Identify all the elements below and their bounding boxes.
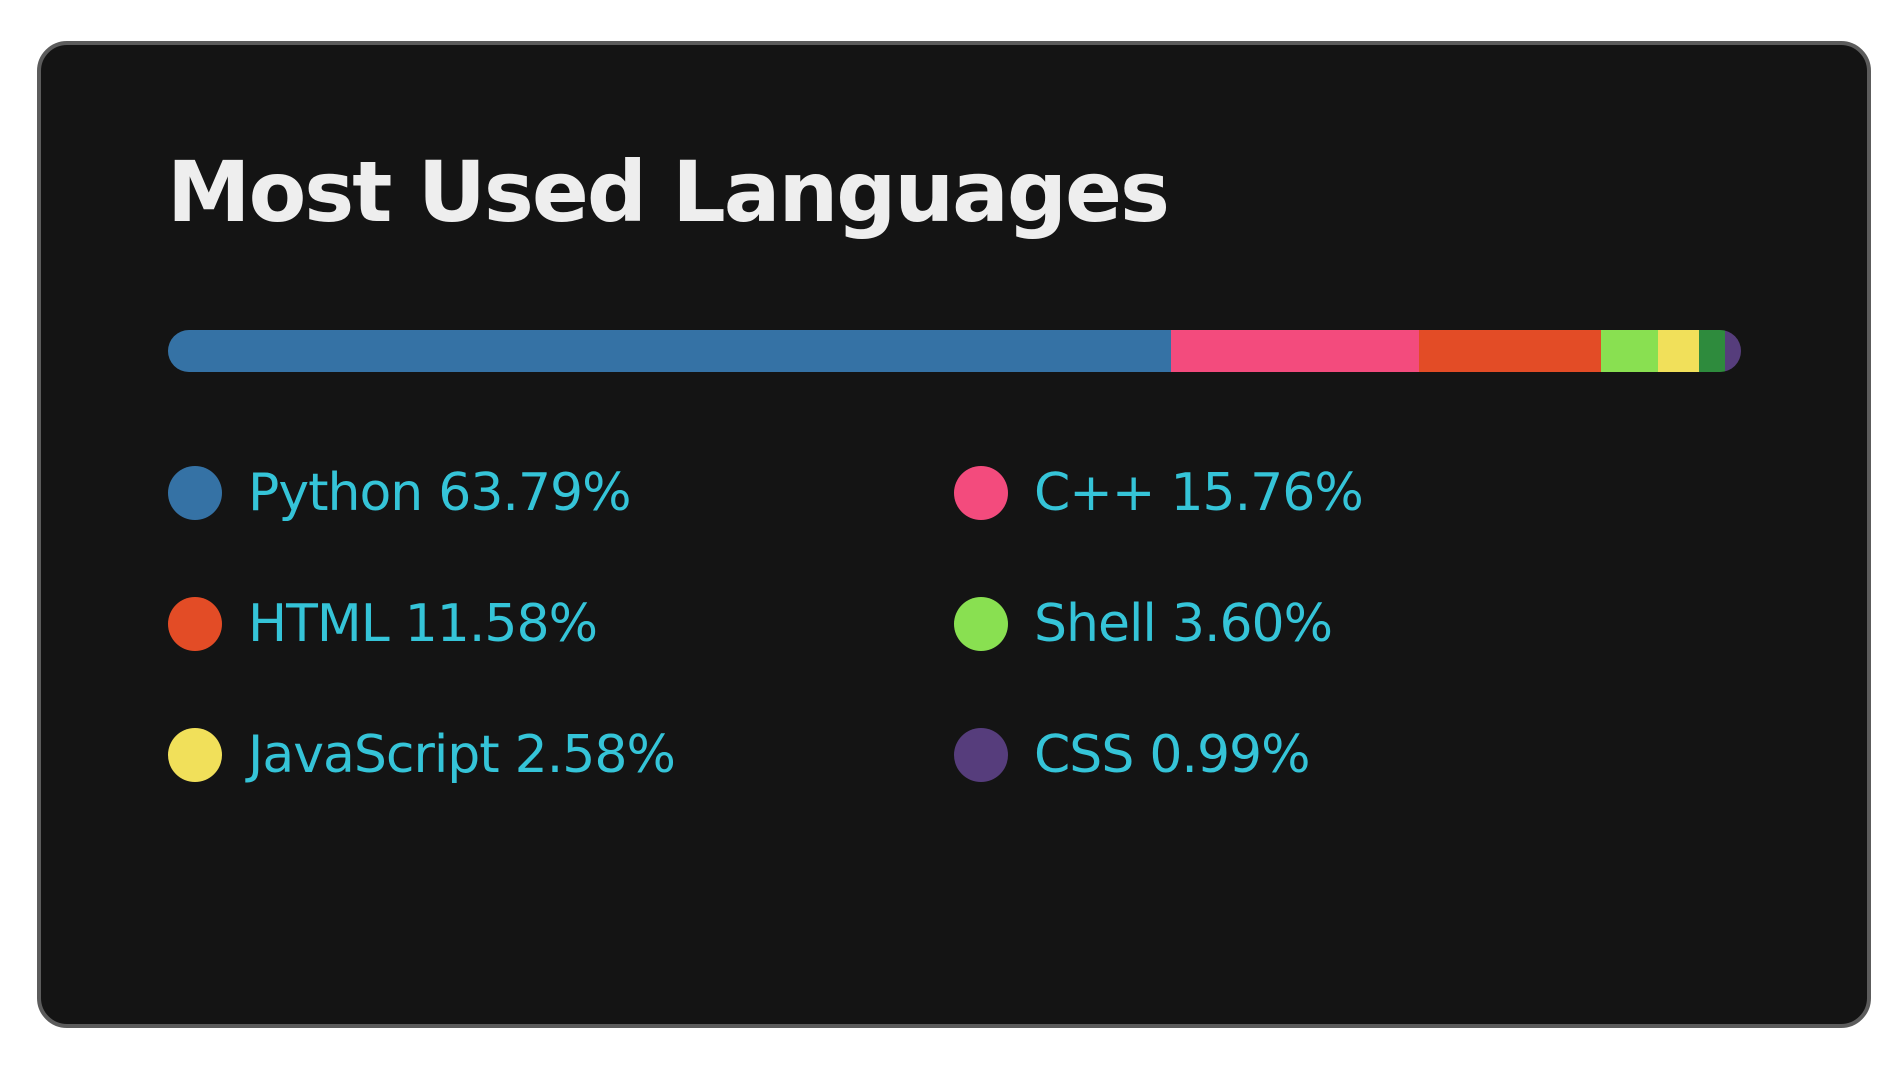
legend-swatch bbox=[168, 728, 222, 782]
legend-label: HTML 11.58% bbox=[248, 586, 598, 662]
bar-segment-other bbox=[1698, 330, 1726, 372]
chart-title: Most Used Languages bbox=[167, 143, 1170, 241]
bar-segment-python bbox=[168, 330, 1172, 372]
legend-percentage: 11.58% bbox=[404, 594, 598, 654]
legend-item-python: Python 63.79% bbox=[168, 455, 954, 531]
bar-segment-javascript bbox=[1658, 330, 1699, 372]
legend-series-name: C++ bbox=[1034, 463, 1155, 523]
legend-percentage: 0.99% bbox=[1149, 725, 1310, 785]
bar-segment-html bbox=[1419, 330, 1602, 372]
legend-series-name: JavaScript bbox=[248, 725, 500, 785]
legend-percentage: 15.76% bbox=[1170, 463, 1363, 523]
legend-swatch bbox=[954, 466, 1008, 520]
legend-swatch bbox=[168, 597, 222, 651]
legend-label: Python 63.79% bbox=[248, 455, 632, 531]
languages-card bbox=[37, 41, 1871, 1028]
legend-swatch bbox=[168, 466, 222, 520]
bar-segment-c- bbox=[1171, 330, 1420, 372]
legend-series-name: CSS bbox=[1034, 725, 1134, 785]
legend-swatch bbox=[954, 728, 1008, 782]
legend-item-html: HTML 11.58% bbox=[168, 586, 954, 662]
legend-swatch bbox=[954, 597, 1008, 651]
legend-series-name: Shell bbox=[1034, 594, 1157, 654]
legend-label: Shell 3.60% bbox=[1034, 586, 1333, 662]
bar-segment-css bbox=[1725, 330, 1741, 372]
legend-item-css: CSS 0.99% bbox=[954, 717, 1740, 793]
legend: Python 63.79% C++ 15.76% HTML 11.58% Shell 3.60… bbox=[168, 455, 1768, 995]
legend-item-shell: Shell 3.60% bbox=[954, 586, 1740, 662]
bar-segment-shell bbox=[1601, 330, 1659, 372]
legend-label: CSS 0.99% bbox=[1034, 717, 1311, 793]
stacked-progress-bar bbox=[168, 330, 1741, 372]
legend-series-name: Python bbox=[248, 463, 423, 523]
legend-item-cpp: C++ 15.76% bbox=[954, 455, 1740, 531]
legend-percentage: 63.79% bbox=[438, 463, 631, 523]
legend-item-javascript: JavaScript 2.58% bbox=[168, 717, 954, 793]
legend-percentage: 2.58% bbox=[514, 725, 676, 785]
legend-series-name: HTML bbox=[248, 594, 390, 654]
legend-label: C++ 15.76% bbox=[1034, 455, 1364, 531]
legend-percentage: 3.60% bbox=[1171, 594, 1333, 654]
legend-label: JavaScript 2.58% bbox=[248, 717, 676, 793]
